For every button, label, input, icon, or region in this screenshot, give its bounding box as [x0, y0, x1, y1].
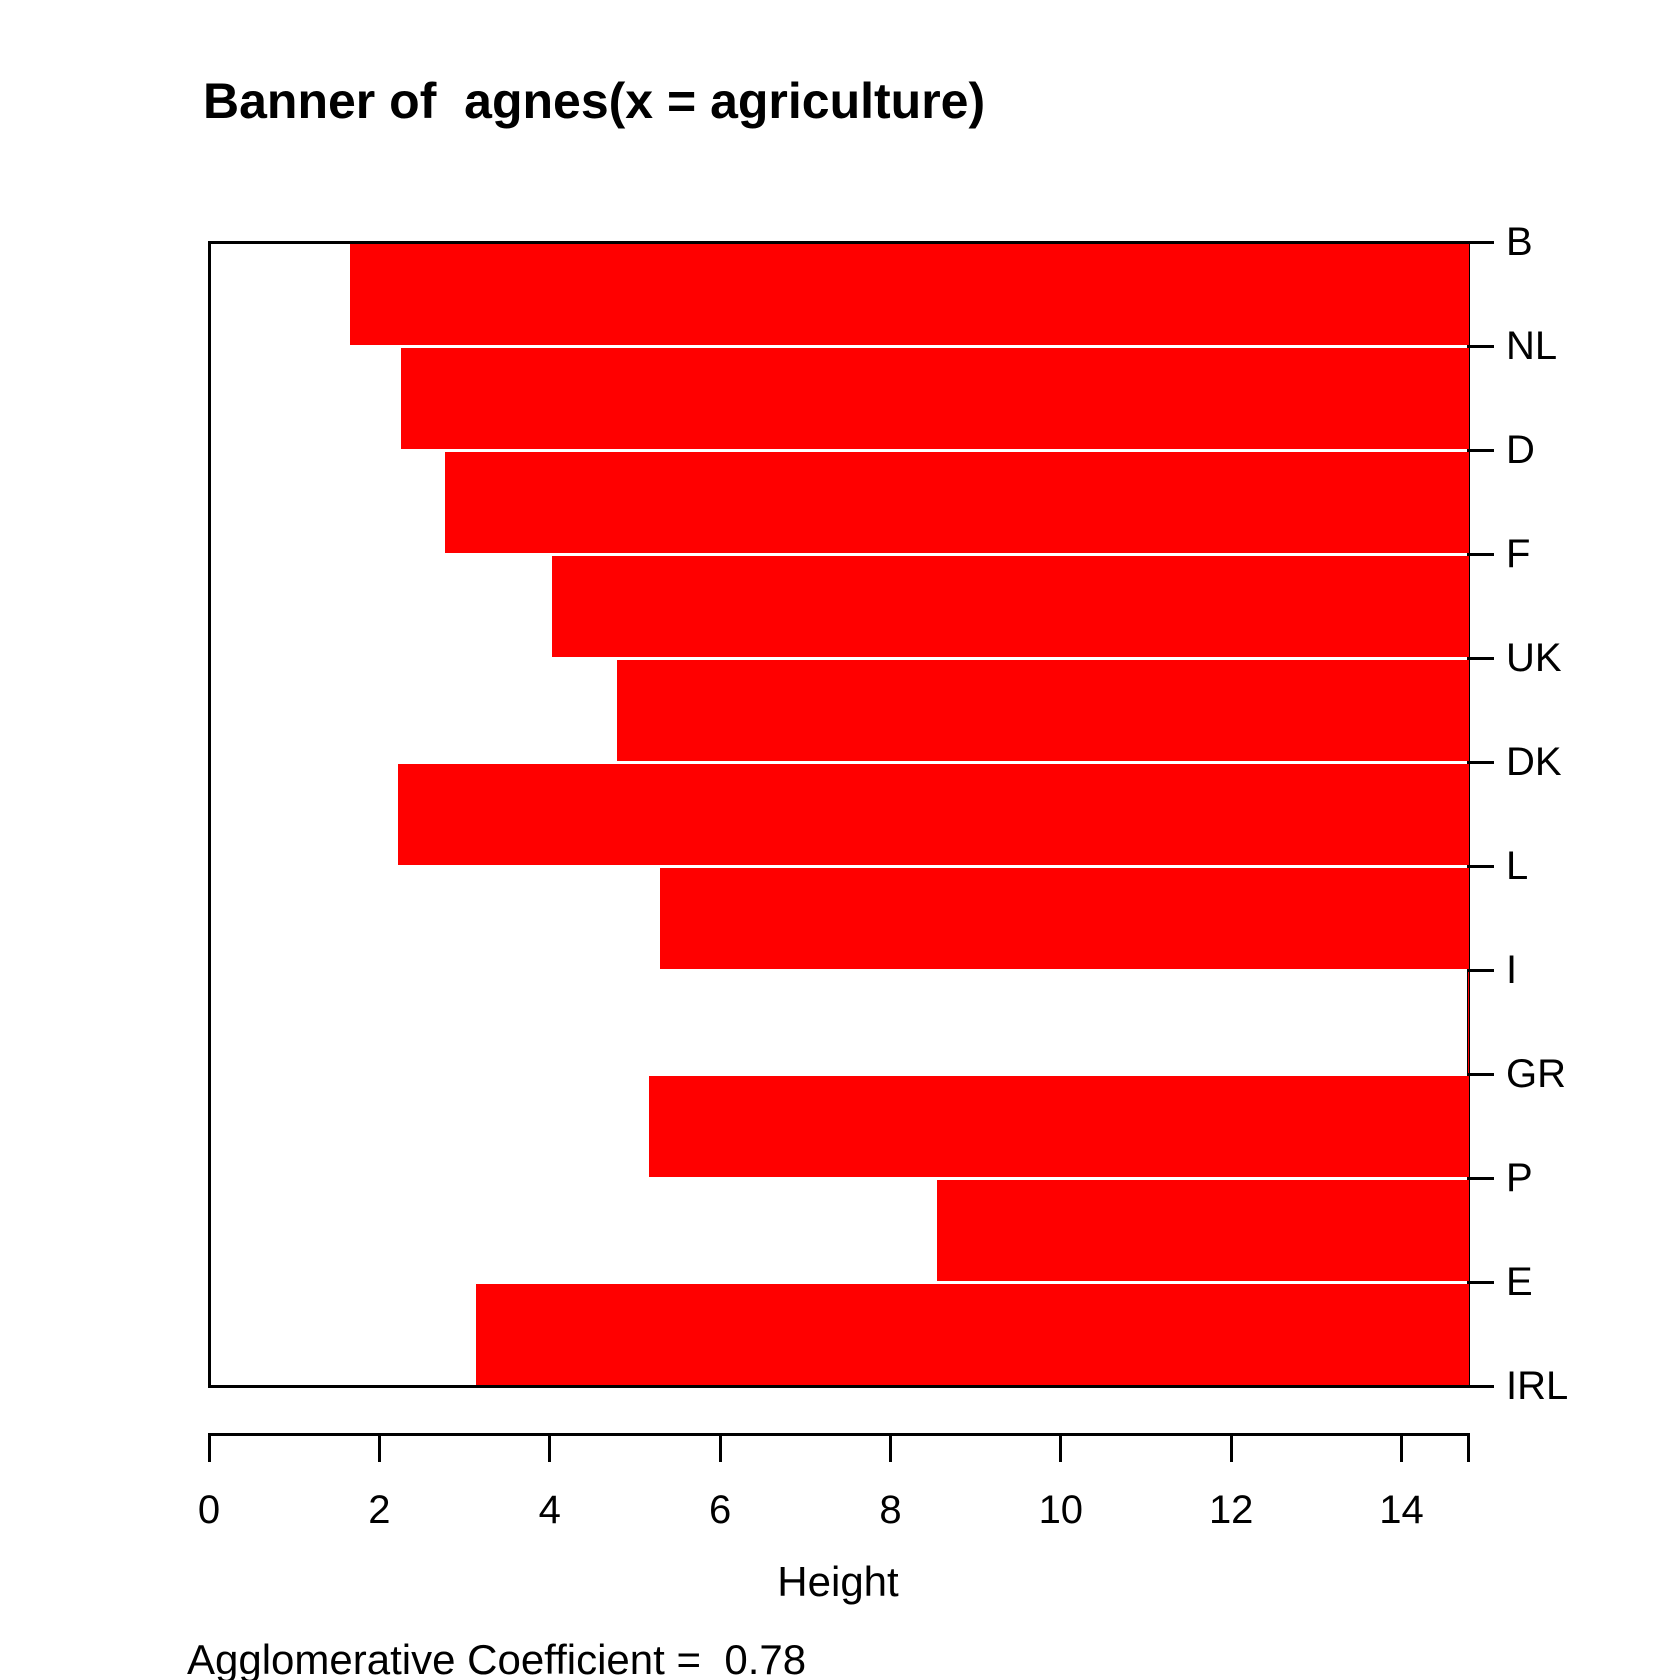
banner-bar-UK-DK: [617, 659, 1469, 761]
x-axis-tick: [1229, 1434, 1233, 1462]
row-label-B: B: [1506, 220, 1533, 264]
x-axis-tick: [718, 1434, 722, 1462]
banner-bar-B-NL: [349, 243, 1469, 345]
x-axis-tick-label: 14: [1379, 1488, 1424, 1532]
x-axis-tick-label: 0: [197, 1488, 221, 1532]
banner-bar-P-E: [937, 1179, 1469, 1281]
x-axis-tick: [888, 1434, 892, 1462]
banner-bar-GR-P: [648, 1075, 1469, 1177]
row-label-GR: GR: [1506, 1052, 1566, 1096]
row-label-L: L: [1506, 844, 1529, 888]
right-axis-tick: [1468, 1384, 1494, 1388]
right-axis-tick: [1468, 1072, 1494, 1076]
x-axis-tick: [1400, 1434, 1404, 1462]
row-label-DK: DK: [1506, 740, 1562, 784]
x-axis-title: Height: [777, 1558, 899, 1605]
x-axis-tick: [377, 1434, 381, 1462]
row-label-IRL: IRL: [1506, 1364, 1569, 1408]
x-axis-tick-label: 4: [538, 1488, 561, 1532]
x-axis-tick-label: 8: [879, 1488, 902, 1532]
row-label-P: P: [1506, 1156, 1533, 1200]
x-axis-line: [207, 1432, 1470, 1436]
row-label-UK: UK: [1506, 636, 1562, 680]
subtitle-agglomerative-coefficient: Agglomerative Coefficient = 0.78: [187, 1636, 807, 1680]
x-axis-tick: [207, 1434, 211, 1462]
x-axis-end-tick: [1466, 1434, 1470, 1462]
right-axis-tick: [1468, 344, 1494, 348]
x-axis-tick: [548, 1434, 552, 1462]
row-label-F: F: [1506, 532, 1531, 576]
right-axis-tick: [1468, 1280, 1494, 1284]
banner-bar-DK-L: [398, 763, 1469, 865]
x-axis-tick-label: 2: [368, 1488, 391, 1532]
row-label-E: E: [1506, 1260, 1533, 1304]
x-axis-tick-label: 10: [1038, 1488, 1084, 1532]
row-label-NL: NL: [1506, 324, 1558, 368]
page-title: Banner of agnes(x = agriculture): [203, 73, 986, 129]
x-axis-tick: [1059, 1434, 1063, 1462]
right-axis-tick: [1468, 552, 1494, 556]
banner-bar-L-I: [659, 867, 1469, 969]
right-axis-tick: [1468, 760, 1494, 764]
row-label-I: I: [1506, 948, 1518, 992]
right-axis-tick: [1468, 1176, 1494, 1180]
banner-bar-F-UK: [552, 555, 1469, 657]
x-axis-tick-label: 12: [1208, 1488, 1254, 1532]
right-axis-tick: [1468, 656, 1494, 660]
banner-bar-D-F: [444, 451, 1469, 553]
banner-bar-E-IRL: [476, 1283, 1469, 1385]
right-axis-tick: [1468, 864, 1494, 868]
banner-bar-I-GR: [1468, 971, 1469, 1073]
right-axis-tick: [1468, 240, 1494, 244]
row-label-D: D: [1506, 428, 1535, 472]
banner-bar-NL-D: [400, 347, 1469, 449]
x-axis-tick-label: 6: [708, 1488, 732, 1532]
right-axis-tick: [1468, 968, 1494, 972]
right-axis-tick: [1468, 448, 1494, 452]
